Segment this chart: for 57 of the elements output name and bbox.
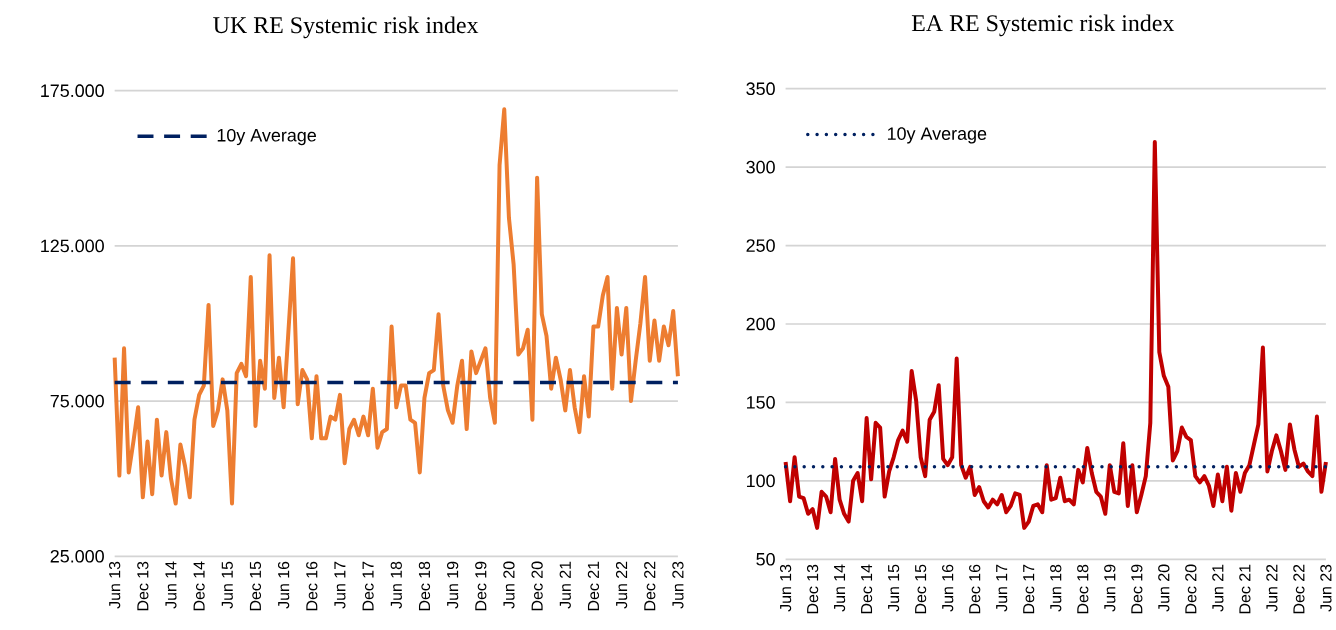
x-tick-label: Dec 20 <box>531 561 543 611</box>
x-tick-label: Dec 14 <box>861 564 873 614</box>
x-tick-label: Jun 22 <box>1266 564 1278 612</box>
x-tick-label: Jun 16 <box>942 564 954 612</box>
x-tick-label: Dec 17 <box>1023 564 1035 614</box>
x-tick-label: Jun 13 <box>779 564 792 612</box>
legend-label: 10y Average <box>887 127 987 144</box>
x-tick-label: Jun 23 <box>1320 564 1332 612</box>
x-tick-label: Jun 17 <box>334 561 346 609</box>
x-tick-label: Jun 15 <box>221 561 233 609</box>
x-tick-label: Dec 21 <box>587 561 600 611</box>
x-tick-label: Jun 18 <box>1050 564 1062 612</box>
x-tick-label: Jun 21 <box>1212 564 1224 612</box>
y-tick-label: 125.000 <box>41 239 104 253</box>
x-tick-label: Jun 13 <box>109 561 121 609</box>
x-tick-label: Jun 16 <box>278 561 290 609</box>
x-tick-label: Jun 19 <box>446 561 459 609</box>
x-tick-label: Dec 22 <box>1293 564 1305 614</box>
x-tick-label: Jun 22 <box>615 561 628 609</box>
x-tick-label: Dec 13 <box>137 561 149 611</box>
x-tick-label: Dec 14 <box>193 561 205 611</box>
x-tick-label: Dec 19 <box>1131 564 1143 614</box>
x-tick-label: Dec 19 <box>475 561 487 611</box>
x-tick-label: Jun 14 <box>165 561 177 609</box>
x-tick-label: Jun 23 <box>672 561 684 609</box>
x-tick-label: Dec 16 <box>969 564 981 614</box>
y-tick-label: 350 <box>746 82 775 96</box>
x-tick-label: Dec 17 <box>362 561 374 611</box>
x-tick-label: Jun 14 <box>834 564 846 612</box>
x-tick-label: Jun 19 <box>1104 564 1116 612</box>
x-tick-label: Dec 15 <box>249 561 262 611</box>
y-tick-label: 75.000 <box>50 394 104 408</box>
y-tick-label: 100 <box>747 474 775 488</box>
x-tick-label: Jun 20 <box>1158 564 1170 612</box>
x-tick-label: Jun 17 <box>996 564 1008 612</box>
x-tick-label: Dec 22 <box>644 561 656 611</box>
y-tick-label: 250 <box>746 239 775 252</box>
x-tick-label: Dec 18 <box>418 561 431 611</box>
x-tick-label: Jun 18 <box>390 561 402 609</box>
x-tick-label: Dec 13 <box>806 564 819 614</box>
chart-title: UK RE Systemic risk index <box>213 16 479 39</box>
x-tick-label: Jun 21 <box>559 561 571 609</box>
x-tick-label: Dec 16 <box>306 561 318 611</box>
y-tick-label: 150 <box>747 396 775 409</box>
legend-label: 10y Average <box>217 128 316 146</box>
y-tick-label: 175.000 <box>41 84 104 98</box>
x-tick-label: Dec 18 <box>1077 564 1089 614</box>
x-tick-label: Dec 21 <box>1239 564 1251 614</box>
x-tick-label: Jun 20 <box>503 561 515 609</box>
x-tick-label: Jun 15 <box>888 564 900 612</box>
y-tick-label: 200 <box>746 317 775 331</box>
y-tick-label: 300 <box>746 160 775 174</box>
chart-title: EA RE Systemic risk index <box>911 14 1175 37</box>
x-tick-label: Dec 15 <box>915 564 927 614</box>
y-tick-label: 50 <box>756 552 775 566</box>
y-tick-label: 25.000 <box>50 549 104 563</box>
x-tick-label: Dec 20 <box>1185 564 1197 614</box>
